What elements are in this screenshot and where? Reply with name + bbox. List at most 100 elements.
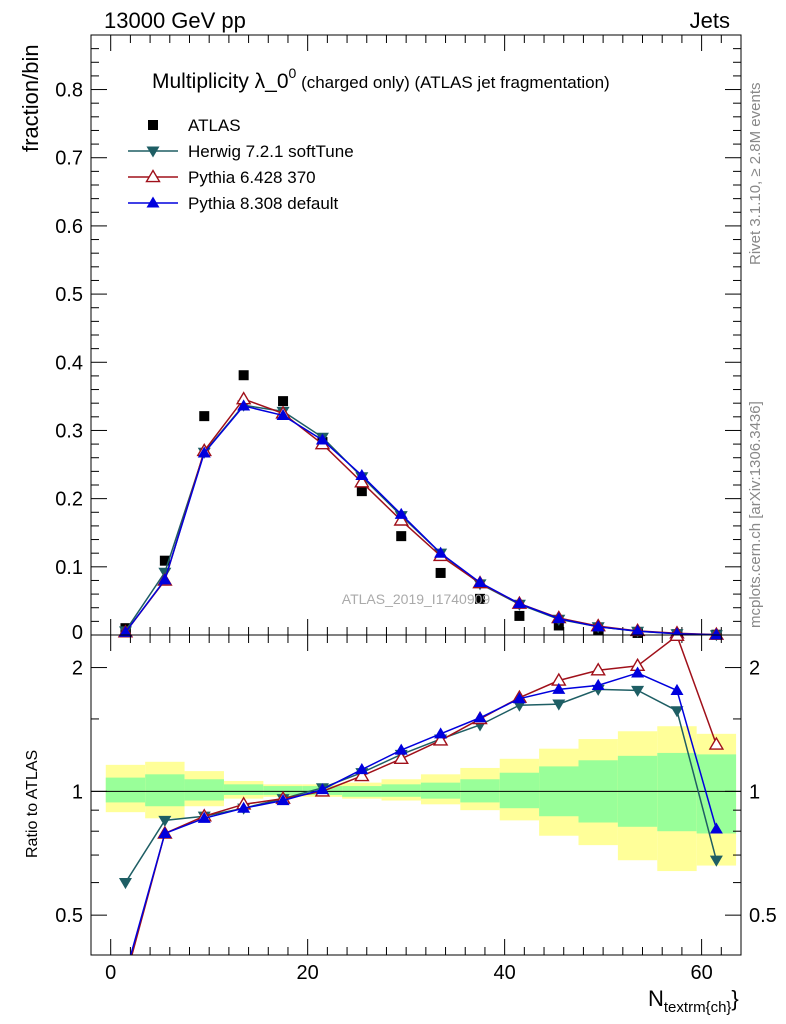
band-stat [696,754,737,834]
data-point [394,507,408,519]
band-stat [184,779,224,801]
ratio-point [315,783,329,795]
legend-entry: Herwig 7.2.1 softTune [128,142,354,161]
band-stat [499,772,540,809]
legend-entry: Pythia 8.308 default [128,194,339,213]
x-axis-label: Ntextrm{ch}} [648,986,739,1016]
main-ytick-label: 0.6 [55,216,83,238]
ratio-ytick-label: 2 [72,658,83,680]
data-point [315,433,329,445]
ratio-ytick-label: 0.5 [55,905,83,927]
ratio-point [669,635,685,641]
ratio-point [631,685,645,697]
legend-entry: ATLAS [148,116,241,135]
legend-marker [146,196,160,208]
ratio-point [434,727,448,739]
data-point [514,610,525,621]
ratio-uncertainty-bands [91,726,741,872]
ratio-point [432,732,449,746]
data-point [434,546,448,558]
data-point [473,576,487,588]
ratio-axis: 0.5 0.51 12 20 20 40 60 [55,635,777,984]
header-category: Jets [690,8,730,33]
data-point [475,593,486,604]
data-point [118,625,132,637]
legend-marker [148,120,158,130]
band-stat [263,786,303,795]
legend: ATLAS Herwig 7.2.1 softTune Pythia 6.428 3… [128,116,354,213]
plot-title: Multiplicity λ_00 (charged only) (ATLAS … [152,65,610,93]
ratio-point [552,682,566,694]
ratio-ytick-label-right: 0.5 [749,905,777,927]
ratio-point [670,683,684,695]
series-line [124,405,717,636]
ratio-ytick-label: 1 [72,781,83,803]
ratio-point [355,763,369,775]
main-ytick-label: 0.8 [55,80,83,102]
ratio-ylabel: Ratio to ATLAS [24,750,41,858]
band-stat [223,784,264,795]
main-ytick-label: 0.5 [55,284,83,306]
series-pythia-8-308-default [118,399,723,640]
analysis-watermark: ATLAS_2019_I1740909 [342,591,491,607]
data-point [435,567,446,578]
data-point [237,399,251,411]
data-point [276,408,290,421]
legend-label: Pythia 6.428 370 [188,168,316,187]
band-stat [105,777,146,803]
xtick-label: 40 [494,962,516,984]
main-ytick-label: 0.4 [55,352,83,374]
legend-marker [146,146,160,158]
data-point [356,486,367,497]
ratio-point [552,699,566,711]
data-point [197,446,211,458]
main-ytick-label: 0.3 [55,420,83,442]
data-point [278,396,289,407]
main-axis: 0.1 0.2 0.3 0.4 0.5 0.6 0.7 0.8 0 [55,35,742,644]
ratio-point [709,855,723,867]
data-point [393,512,409,526]
data-point [396,531,407,542]
data-point [355,468,369,481]
ratio-point [197,811,211,823]
ratio-line [131,635,718,955]
main-ytick-label: 0.7 [55,148,83,170]
ratio-point [354,768,370,782]
ratio-point [473,711,487,723]
main-ytick-zero-label: 0 [72,622,83,644]
ratio-point [512,700,526,712]
ratio-point [591,678,605,690]
data-point [199,411,210,422]
ratio-point [708,736,725,750]
data-point [354,474,370,488]
band-stat [657,752,697,832]
band-stat [381,784,421,797]
band-stat [145,774,185,807]
ratio-series-pythia-8-308-default [129,666,723,955]
legend-entry: Pythia 6.428 370 [128,168,316,187]
data-point [709,628,723,640]
data-point [552,612,566,624]
xtick-label: 20 [297,962,319,984]
data-point [159,555,170,566]
legend-label: Pythia 8.308 default [188,194,339,213]
ratio-plot-frame [90,634,742,956]
main-ytick-label: 0.1 [55,557,83,579]
ratio-point [118,878,132,890]
legend-label: Herwig 7.2.1 softTune [188,142,354,161]
ratio-ytick-label-right: 2 [749,658,760,680]
ratio-point [158,826,172,839]
ratio-point [590,662,606,676]
main-ylabel: fraction/bin [18,44,43,152]
ratio-line [129,672,718,955]
data-point [238,370,249,381]
xtick-label: 60 [690,962,712,984]
data-point [591,620,605,632]
ratio-line [124,688,718,883]
ratio-series [118,635,725,955]
ratio-point [276,794,290,806]
ratio-point [393,750,409,765]
legend-marker [145,169,161,183]
main-ytick-label: 0.2 [55,489,83,511]
